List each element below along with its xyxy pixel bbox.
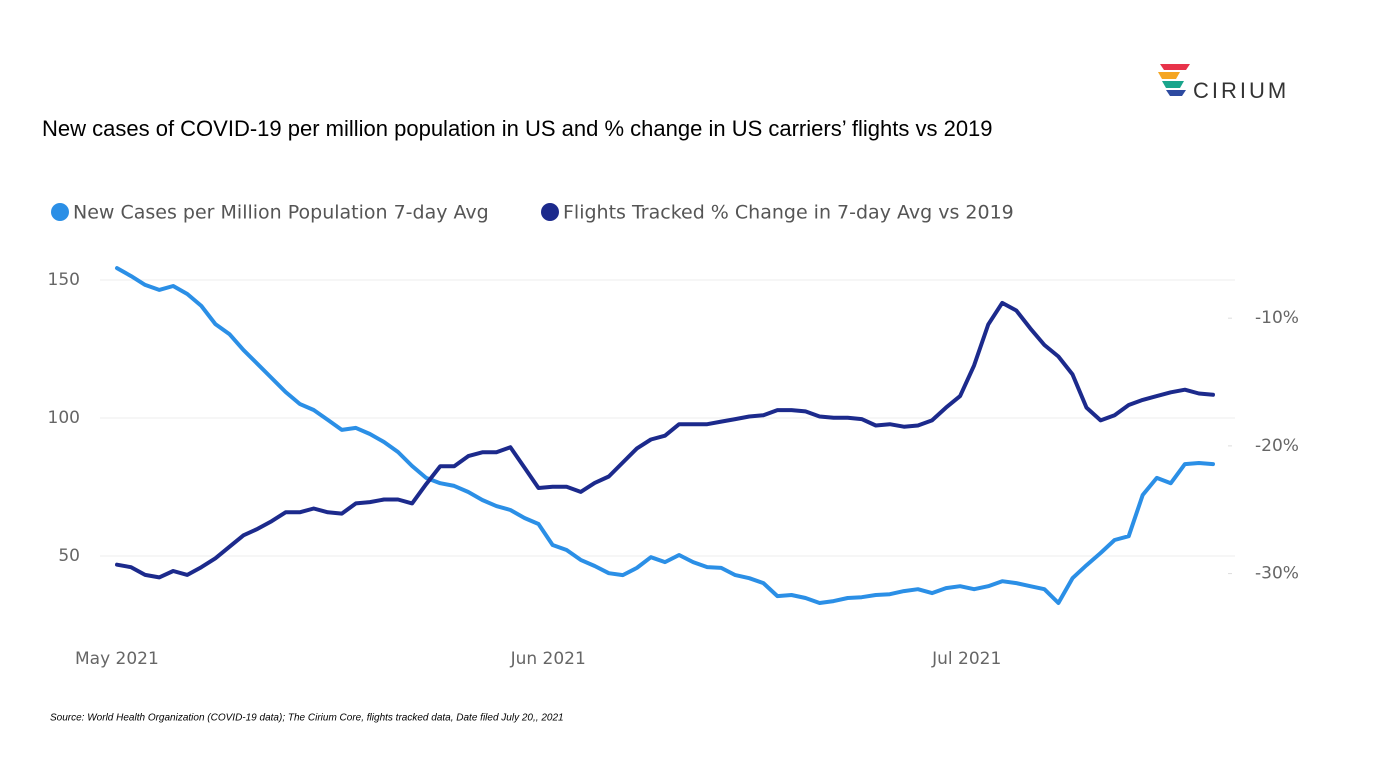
legend-label: Flights Tracked % Change in 7-day Avg vs… — [563, 202, 1014, 224]
logo-shape — [1162, 81, 1184, 88]
legend-label: New Cases per Million Population 7-day A… — [73, 202, 489, 224]
x-tick-label: Jul 2021 — [931, 649, 1001, 669]
x-tick-label: May 2021 — [75, 649, 159, 669]
logo: CIRIUM — [1158, 64, 1289, 103]
logo-shape — [1160, 64, 1190, 70]
y-tick-label: 100 — [48, 408, 80, 428]
y-tick-label: 50 — [58, 546, 80, 566]
y-tick-label: 150 — [48, 270, 80, 290]
source: Source: World Health Organization (COVID… — [50, 713, 564, 724]
chart-title: New cases of COVID-19 per million popula… — [42, 116, 993, 141]
data-line — [115, 266, 1215, 605]
logo-shape — [1158, 72, 1180, 79]
legend-marker — [541, 203, 559, 221]
y2-tick-label: -10% — [1255, 308, 1299, 328]
legend-marker — [51, 203, 69, 221]
brand: CIRIUM — [1193, 78, 1289, 103]
logo-shape — [1166, 90, 1186, 96]
x-tick-label: Jun 2021 — [510, 649, 586, 669]
y2-tick-label: -20% — [1255, 436, 1299, 456]
y2-tick-label: -30% — [1255, 564, 1299, 584]
data-line — [115, 300, 1215, 580]
